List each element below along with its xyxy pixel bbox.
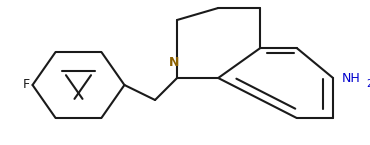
Text: F: F <box>23 78 30 91</box>
Text: 2: 2 <box>366 79 370 89</box>
Text: NH: NH <box>342 71 361 85</box>
Text: N: N <box>169 56 179 69</box>
